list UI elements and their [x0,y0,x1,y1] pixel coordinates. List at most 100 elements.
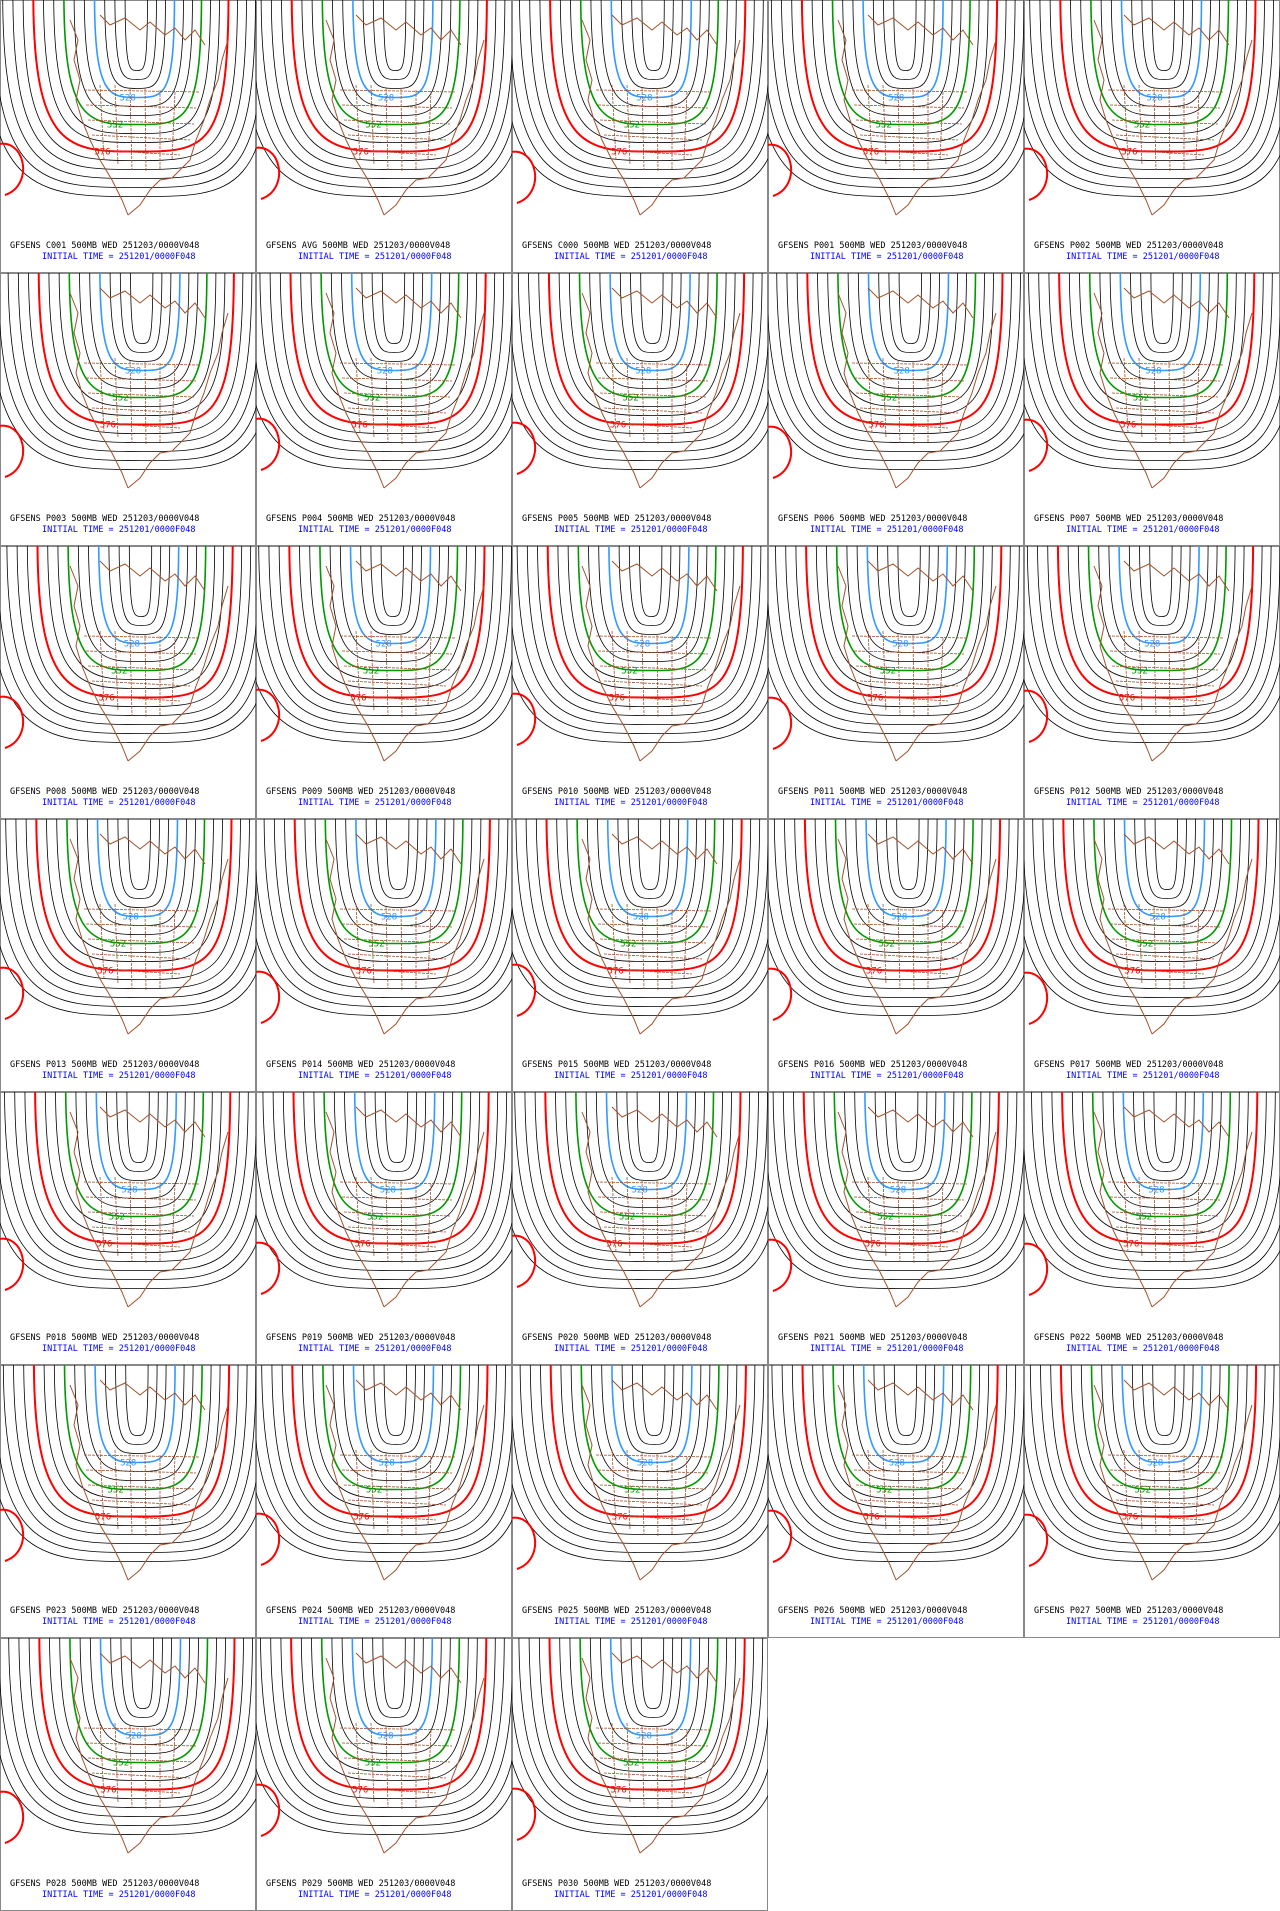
contour-label: 552 [113,1759,129,1769]
height-contour [535,819,752,980]
map-area: 528 552 576 [512,1365,768,1581]
height-contour [324,819,464,945]
high-contour [512,963,536,1017]
height-contour [352,0,434,99]
contour-label: 552 [112,394,128,404]
height-contour [1082,1092,1240,1226]
panel-title: GFSENS P021 500MB WED 251203/0000V048 [778,1333,967,1343]
map-panel: 528 552 576 GFSENS C001 500MB WED 251203/00… [0,0,256,273]
height-contour [1112,1092,1213,1199]
height-contour [896,819,920,890]
height-contour [259,273,512,452]
contour-label: 528 [632,1186,648,1196]
contour-label: 552 [880,667,896,677]
height-contour [95,1092,178,1191]
height-contour [120,1638,163,1718]
panel-init-time: INITIAL TIME = 251201/0000F048 [298,798,452,808]
coastline [325,560,485,762]
height-contour [332,1365,452,1481]
contour-label: 552 [108,1486,124,1496]
height-contour [311,1638,469,1772]
map-panel: 528 552 576 GFSENS P012 500MB WED 251203/00… [1024,546,1280,819]
height-contour [1024,1434,1280,1553]
height-contour [1024,1489,1280,1562]
height-contour [518,1638,768,1817]
height-contour [0,893,256,1007]
height-contour [1122,1092,1205,1191]
coastline [1093,1379,1253,1581]
contour-label: 528 [380,1186,396,1196]
height-contour [512,951,768,1016]
height-contour [256,868,512,1007]
map-panel: 528 552 576 GFSENS P009 500MB WED 251203/00… [256,546,512,819]
height-contour [512,397,768,470]
panel-title: GFSENS P001 500MB WED 251203/0000V048 [778,241,967,251]
contour-label: 576 [606,1240,622,1250]
height-contour [639,546,663,617]
panel-title: GFSENS P022 500MB WED 251203/0000V048 [1034,1333,1223,1343]
map-panel: 528 552 576 GFSENS P023 500MB WED 251203/00… [0,1365,256,1638]
height-contour [628,546,672,626]
height-contour [512,342,768,461]
panel-init-time: INITIAL TIME = 251201/0000F048 [1066,798,1220,808]
height-contour [38,1638,236,1791]
height-contour [351,1638,434,1737]
height-contour [872,0,935,89]
height-contour [512,1414,768,1553]
high-contour [512,1787,536,1841]
height-contour [801,1365,999,1518]
height-contour [1051,1092,1267,1253]
height-contour [528,1638,764,1808]
height-contour [43,1365,221,1508]
panel-title: GFSENS P002 500MB WED 251203/0000V048 [1034,241,1223,251]
state-borders [83,84,201,173]
height-contour [617,819,680,908]
height-contour [833,1092,973,1218]
contour-label: 576 [356,967,372,977]
contour-label: 576 [100,421,116,431]
height-contour [630,273,673,353]
panel-title: GFSENS P010 500MB WED 251203/0000V048 [522,787,711,797]
height-contour [570,0,728,134]
height-contour [24,1092,240,1253]
panel-title: GFSENS P007 500MB WED 251203/0000V048 [1034,514,1223,524]
panel-init-time: INITIAL TIME = 251201/0000F048 [554,252,708,262]
map-area: 528 552 576 [256,1092,512,1308]
map-area: 528 552 576 [512,0,768,216]
height-contour [529,1365,765,1535]
contour-label: 576 [353,148,369,158]
height-contour [1118,546,1200,645]
panel-init-time: INITIAL TIME = 251201/0000F048 [1066,1617,1220,1627]
panel-title: GFSENS P015 500MB WED 251203/0000V048 [522,1060,711,1070]
contour-label: 552 [619,1213,635,1223]
coastline [837,1379,997,1581]
height-contour [526,546,762,716]
map-panel: 528 552 576 GFSENS P011 500MB WED 251203/00… [768,546,1024,819]
state-borders [1107,1449,1225,1538]
height-contour [380,546,404,617]
height-contour [815,546,993,689]
panel-init-time: INITIAL TIME = 251201/0000F048 [298,1071,452,1081]
coastline [69,14,229,216]
state-borders [339,357,457,446]
map-panel: 528 552 576 GFSENS P016 500MB WED 251203/00… [768,819,1024,1092]
height-contour [74,1365,194,1481]
height-contour [547,273,746,426]
panel-init-time: INITIAL TIME = 251201/0000F048 [298,252,452,262]
height-contour [300,1638,478,1781]
contour-label: 576 [94,148,110,158]
height-contour [867,273,950,372]
height-contour [803,819,1002,972]
high-contour [512,692,536,746]
state-borders [595,1449,713,1538]
height-contour [304,819,482,962]
height-contour [128,546,153,617]
height-contour [619,273,682,362]
contour-label: 576 [611,148,627,158]
height-contour [99,273,181,372]
height-contour [63,1365,203,1491]
coastline [837,287,997,489]
panel-title: GFSENS P019 500MB WED 251203/0000V048 [266,1333,455,1343]
height-contour [371,273,415,353]
height-contour [1077,546,1236,680]
